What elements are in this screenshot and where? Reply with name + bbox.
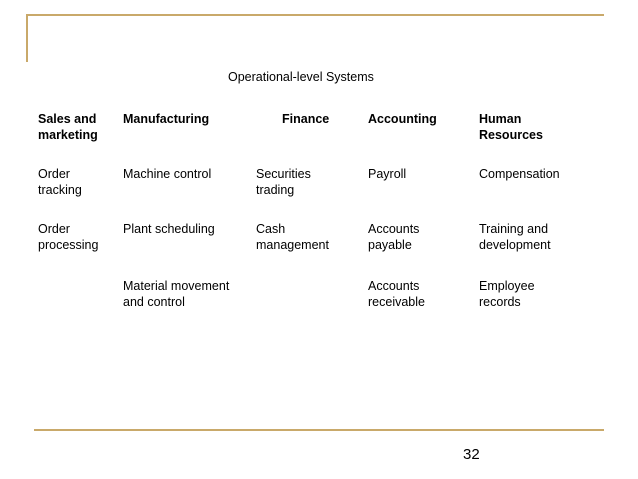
column-header-finance: Finance (282, 112, 330, 126)
table-cell: Cash management (256, 222, 329, 252)
column-header-human-resources: Human Resources (479, 112, 543, 142)
frame-top-rule (26, 14, 604, 16)
page-number: 32 (463, 446, 480, 463)
frame-bottom-rule (34, 429, 604, 431)
table-cell: Material movement and control (123, 279, 230, 309)
table-cell: Accounts payable (368, 222, 420, 252)
table-cell: Securities trading (256, 167, 311, 197)
table-cell: Training and development (479, 222, 551, 252)
column-header-accounting: Accounting (368, 112, 437, 126)
table-cell: Machine control (123, 167, 212, 181)
column-header-manufacturing: Manufacturing (123, 112, 210, 126)
table-cell: Payroll (368, 167, 407, 181)
frame-left-rule (26, 14, 28, 62)
table-cell: Order processing (38, 222, 99, 252)
slide-subtitle: Operational-level Systems (228, 70, 374, 84)
table-cell: Plant scheduling (123, 222, 215, 236)
table-cell: Accounts receivable (368, 279, 425, 309)
column-header-sales-marketing: Sales and marketing (38, 112, 98, 142)
table-cell: Order tracking (38, 167, 82, 197)
table-cell: Employee records (479, 279, 535, 309)
table-cell: Compensation (479, 167, 560, 181)
